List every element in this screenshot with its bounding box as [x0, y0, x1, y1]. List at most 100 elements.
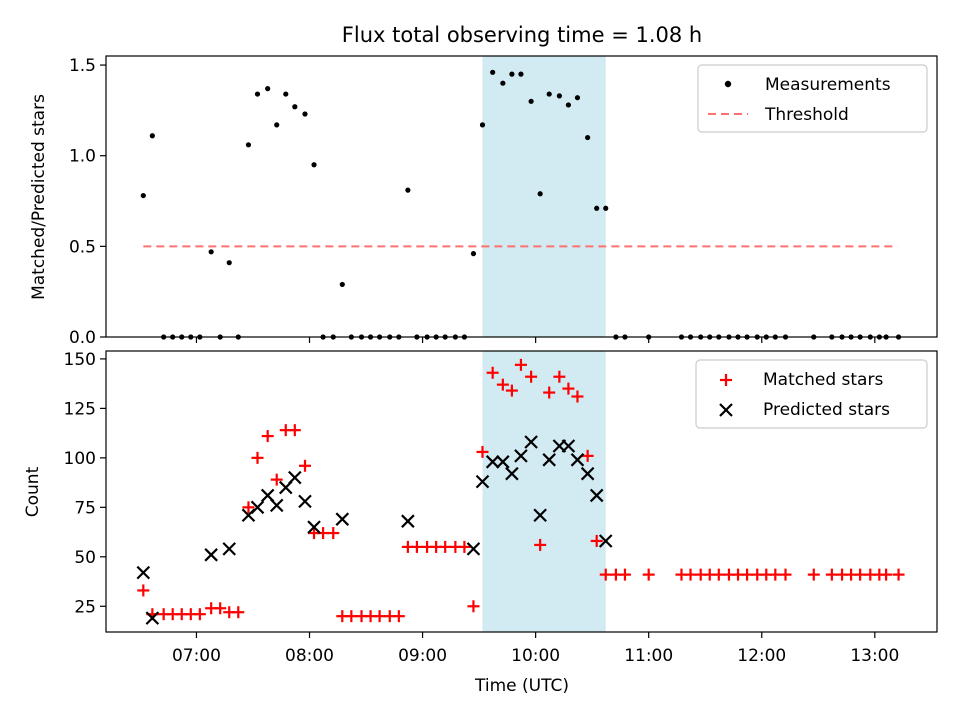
measurement-point	[470, 251, 477, 257]
matched-stars-points	[137, 358, 905, 623]
count-y-tick-label: 150	[64, 350, 96, 370]
measurement-point	[574, 95, 581, 101]
matched-star-point	[779, 568, 792, 581]
measurement-point	[274, 122, 280, 128]
ratio-panel: 0.0 0.5 1.0 1.5 Matched/Predicted stars Mea…	[29, 55, 938, 348]
predicted-star-point	[598, 534, 613, 548]
ratio-y-label: Matched/Predicted stars	[29, 94, 49, 300]
ratio-legend: Measurements Threshold	[697, 64, 928, 133]
predicted-star-point	[298, 494, 312, 509]
matched-star-point	[684, 568, 697, 581]
matched-star-point	[581, 449, 594, 462]
count-y-tick-label: 25	[74, 597, 96, 617]
measurement-point	[311, 162, 317, 168]
predicted-star-point	[466, 542, 481, 556]
legend-predicted-marker	[719, 403, 733, 417]
predicted-star-point	[136, 565, 151, 580]
ratio-y-tick-label: 0.5	[69, 237, 96, 257]
matched-star-point	[298, 459, 311, 472]
measurement-point	[339, 281, 345, 288]
measurement-point	[546, 91, 552, 97]
predicted-star-point	[589, 488, 604, 503]
count-y-label: Count	[23, 466, 43, 517]
ratio-x-ticks	[195, 337, 876, 343]
measurement-point	[509, 71, 515, 77]
legend-measurements-marker	[724, 80, 732, 88]
predicted-star-point	[250, 500, 265, 515]
predicted-star-point	[561, 439, 576, 453]
x-tick-label: 13:00	[850, 646, 899, 666]
matched-star-point	[486, 366, 499, 379]
legend-measurements-label: Measurements	[765, 75, 891, 95]
matched-star-point	[590, 534, 603, 547]
predicted-star-point	[288, 470, 302, 485]
matched-star-point	[214, 602, 227, 615]
count-y-tick-label: 125	[64, 399, 96, 419]
predicted-star-point	[485, 455, 500, 469]
measurement-point	[245, 142, 252, 148]
predicted-star-point	[335, 512, 350, 526]
predicted-star-point	[542, 453, 556, 467]
matched-star-point	[232, 606, 245, 619]
matched-star-point	[769, 568, 782, 581]
chart-title: Flux total observing time = 1.08 h	[342, 23, 702, 47]
count-highlight-span	[482, 351, 606, 632]
predicted-star-point	[145, 611, 160, 625]
measurement-point	[490, 69, 496, 75]
matched-star-point	[553, 370, 566, 383]
measurement-point	[537, 191, 543, 197]
measurement-point	[292, 104, 298, 110]
measurement-point	[556, 93, 562, 99]
count-axes-frame	[105, 350, 938, 633]
matched-star-point	[525, 370, 538, 383]
ratio-axes-frame	[105, 55, 938, 338]
predicted-star-point	[570, 453, 585, 467]
predicted-star-point	[524, 435, 538, 449]
ratio-y-tick-label: 1.5	[69, 56, 96, 76]
measurement-point	[302, 111, 308, 117]
count-y-ticks: 25 50 75 100 125 150	[64, 350, 106, 617]
predicted-star-point	[401, 514, 415, 528]
matched-star-point	[327, 527, 340, 540]
count-y-tick-label: 75	[74, 498, 96, 518]
matched-star-point	[562, 382, 575, 395]
measurement-point	[565, 102, 572, 108]
matched-star-point	[741, 568, 754, 581]
matched-star-point	[543, 386, 556, 399]
matched-star-point	[505, 384, 518, 397]
predicted-star-point	[307, 520, 321, 534]
x-axis-label: Time (UTC)	[474, 676, 569, 696]
matched-star-point	[373, 610, 386, 623]
matched-star-point	[288, 424, 301, 437]
count-y-tick-label: 100	[64, 449, 96, 469]
count-legend-box	[695, 359, 928, 429]
matched-star-point	[880, 568, 893, 581]
matched-star-point	[270, 473, 283, 486]
predicted-stars-points	[136, 435, 613, 625]
matched-star-point	[892, 568, 905, 581]
matched-star-point	[458, 540, 471, 553]
matched-star-point	[439, 540, 452, 553]
count-x-ticks: 07:00 08:00 09:00 10:00 11:00 12:00 13:00	[172, 632, 899, 666]
ratio-legend-box	[697, 64, 928, 133]
ratio-y-tick-label: 0.0	[69, 328, 96, 348]
measurement-point	[500, 80, 506, 86]
x-tick-label: 07:00	[172, 646, 221, 666]
matched-star-point	[618, 568, 631, 581]
measurement-point	[594, 205, 600, 211]
predicted-star-point	[580, 466, 595, 481]
measurement-point	[479, 122, 486, 128]
measurement-point	[254, 91, 261, 97]
matched-star-point	[599, 568, 612, 581]
measurement-point	[140, 192, 146, 199]
x-tick-label: 10:00	[511, 646, 560, 666]
matched-star-point	[392, 610, 405, 623]
measurement-point	[603, 205, 609, 211]
matched-star-point	[242, 501, 255, 514]
predicted-star-point	[222, 542, 237, 556]
matched-star-point	[193, 608, 206, 621]
matched-star-point	[261, 430, 274, 443]
matched-star-point	[642, 568, 655, 581]
predicted-star-point	[269, 498, 284, 513]
